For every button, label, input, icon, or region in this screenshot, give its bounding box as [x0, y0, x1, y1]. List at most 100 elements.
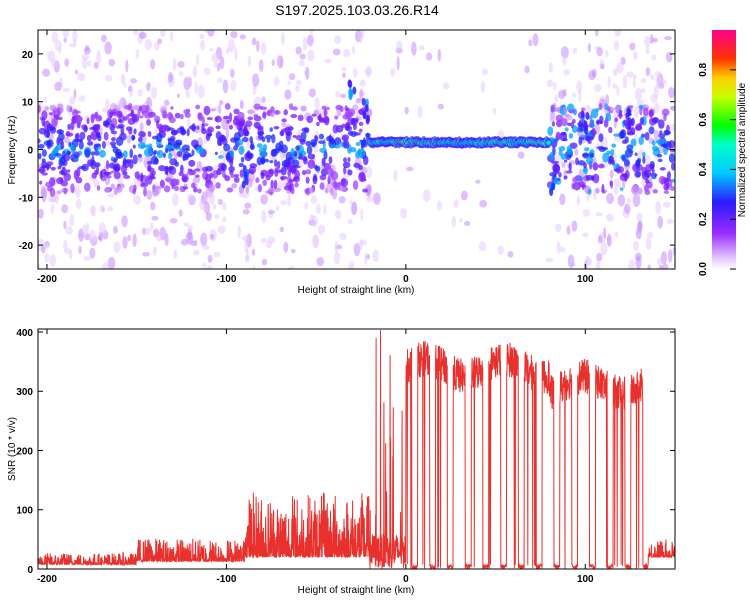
heatmap-cell	[184, 112, 191, 118]
heatmap-cell	[622, 178, 626, 190]
heatmap-cell	[212, 203, 217, 210]
heatmap-cell	[343, 49, 351, 58]
heatmap-cell	[73, 169, 79, 180]
heatmap-cell	[89, 206, 95, 215]
heatmap-cell	[149, 222, 154, 232]
heatmap-cell	[253, 103, 261, 110]
snr-panel: -200 -100 0 100 0 100 200 300 400 Height of str…	[7, 328, 676, 596]
heatmap-cell	[595, 212, 603, 217]
heatmap-cell	[110, 156, 114, 162]
heatmap-cell	[58, 132, 65, 141]
heatmap-cell	[182, 186, 189, 190]
heatmap-cell	[285, 130, 293, 137]
heatmap-cell	[241, 136, 249, 143]
heatmap-cell	[292, 134, 297, 138]
heatmap-cell	[612, 68, 619, 77]
heatmap-cell	[223, 143, 231, 152]
heatmap-cell	[273, 125, 280, 130]
heatmap-cell	[591, 175, 595, 182]
heatmap-cell	[565, 170, 573, 174]
heatmap-cell	[268, 186, 275, 193]
heatmap-cell	[98, 232, 104, 242]
heatmap-cell	[551, 160, 559, 164]
heatmap-cell	[568, 109, 575, 114]
heatmap-cell	[129, 148, 134, 159]
heatmap-cell	[134, 171, 141, 179]
heatmap-cell	[63, 187, 68, 195]
heatmap-cell	[38, 127, 47, 135]
heatmap-cell	[642, 156, 646, 164]
heatmap-cell	[127, 113, 134, 117]
heatmap-cell	[315, 203, 321, 214]
heatmap-cell	[324, 115, 330, 126]
heatmap-cell	[49, 112, 54, 116]
heatmap-cell	[668, 153, 675, 163]
heatmap-cell	[561, 118, 568, 127]
heatmap-cell	[553, 176, 558, 185]
heatmap-cell	[142, 227, 147, 236]
heatmap-cell	[437, 103, 445, 110]
heatmap-cell	[644, 189, 651, 196]
heatmap-cell	[659, 167, 666, 171]
heatmap-cell	[284, 157, 291, 167]
heatmap-cell	[560, 46, 569, 59]
heatmap-cell	[616, 62, 624, 74]
heatmap-cell	[639, 117, 644, 125]
heatmap-cell	[348, 261, 355, 269]
heatmap-cell	[139, 122, 144, 133]
heatmap-cell	[197, 85, 205, 99]
heatmap-cell	[86, 141, 94, 146]
heatmap-cell	[174, 139, 183, 145]
heatmap-cell	[274, 110, 280, 115]
heatmap-cell	[222, 79, 229, 94]
heatmap-cell	[342, 66, 346, 72]
heatmap-cell	[262, 111, 267, 119]
heatmap-cell	[281, 118, 287, 123]
heatmap-cell	[138, 130, 146, 138]
heatmap-cell	[234, 47, 238, 61]
heatmap-cell	[332, 124, 339, 134]
heatmap-cell	[239, 169, 245, 178]
heatmap-cell	[618, 130, 625, 139]
heatmap-cell	[66, 150, 71, 155]
heatmap-cell	[214, 151, 218, 156]
heatmap-cell	[249, 136, 253, 144]
heatmap-cell	[44, 252, 50, 263]
heatmap-cell	[252, 265, 256, 269]
heatmap-cell	[606, 213, 614, 222]
snr-y-label: SNR (10 * v/v)	[7, 417, 18, 481]
heatmap-cell	[222, 202, 227, 211]
heatmap-cell	[188, 159, 196, 167]
heatmap-cell	[101, 140, 106, 149]
heatmap-cell	[132, 144, 136, 149]
heatmap-cell	[288, 178, 295, 183]
heatmap-cell	[313, 109, 319, 115]
heatmap-cell	[596, 119, 600, 125]
heatmap-cell	[104, 187, 111, 193]
heatmap-cell	[637, 220, 643, 234]
heatmap-cell	[46, 129, 50, 139]
heatmap-cell	[655, 200, 662, 215]
heatmap-cell	[295, 46, 302, 55]
heatmap-cell	[628, 259, 636, 269]
heatmap-cell	[339, 106, 344, 113]
heatmap-cell	[343, 166, 347, 175]
heatmap-cell	[135, 48, 140, 59]
heatmap-cell	[173, 185, 180, 192]
heatmap-cell	[274, 167, 279, 178]
heatmap-cell	[362, 137, 366, 147]
heatmap-cell	[289, 103, 294, 111]
heatmap-cell	[306, 115, 314, 124]
heatmap-cell	[257, 131, 265, 136]
heatmap-cell	[218, 99, 224, 106]
heatmap-cell	[169, 181, 175, 186]
heatmap-cell	[580, 110, 585, 119]
heatmap-cell	[341, 134, 350, 142]
heatmap-cell	[104, 41, 112, 55]
heatmap-cell	[107, 193, 115, 198]
heatmap-cell	[238, 145, 245, 155]
heatmap-cell	[205, 165, 213, 172]
heatmap-cell	[290, 187, 295, 195]
heatmap-cell	[148, 143, 153, 149]
heatmap-cell	[137, 153, 143, 158]
